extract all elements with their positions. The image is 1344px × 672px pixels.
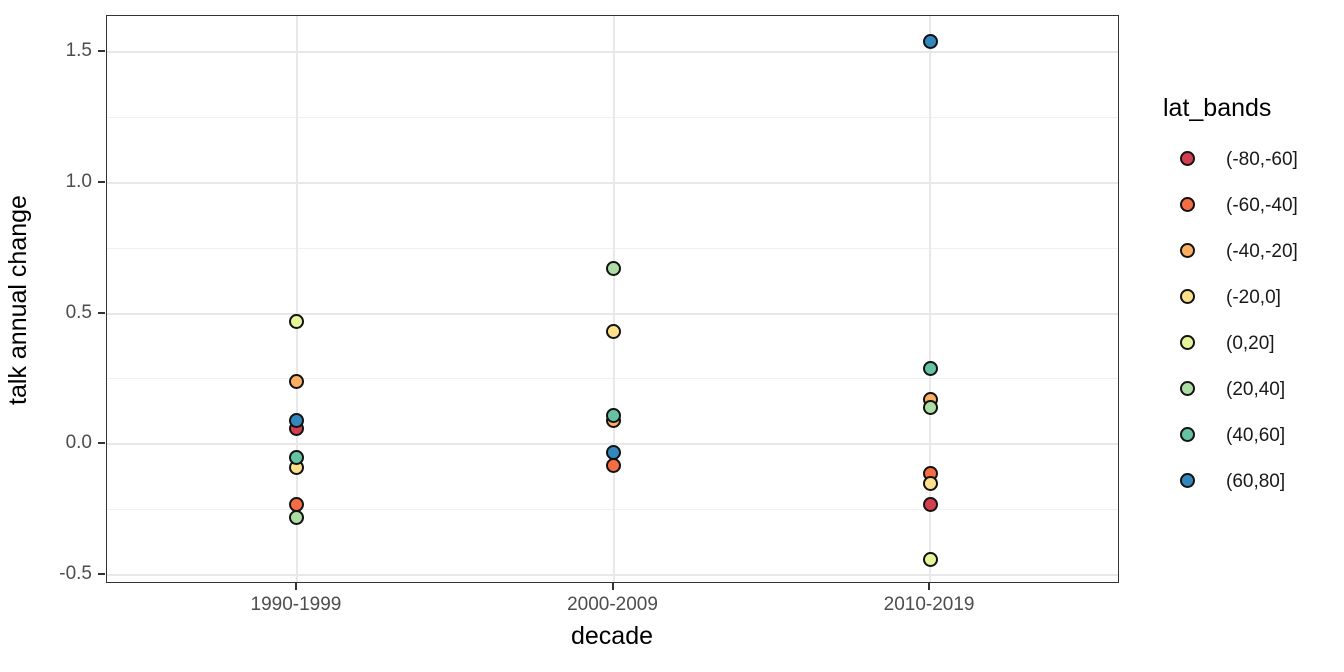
legend-key-circle [1180, 289, 1195, 304]
data-point [289, 374, 305, 390]
y-tick-mark [98, 442, 105, 445]
y-tick-mark [98, 49, 105, 52]
x-tick-label: 2010-2019 [883, 594, 975, 615]
y-tick-label: 0.5 [65, 301, 92, 323]
x-axis-title: decade [570, 622, 654, 650]
y-tick-label: -0.5 [59, 563, 92, 585]
legend-label: (20,40] [1226, 379, 1286, 400]
data-point [922, 476, 938, 492]
data-point [606, 408, 621, 424]
legend-key-circle [1180, 427, 1195, 442]
gridline-vertical [612, 16, 615, 582]
data-point [289, 449, 305, 465]
y-tick-label: 0.0 [65, 432, 92, 454]
legend-label: (-40,-20] [1226, 241, 1298, 262]
y-tick-mark [98, 573, 105, 576]
legend-key-circle [1180, 197, 1195, 212]
legend-key-circle [1180, 243, 1195, 258]
data-point [922, 360, 938, 376]
data-point [922, 33, 938, 49]
legend-label: (40,60] [1226, 425, 1286, 446]
data-point [606, 261, 621, 277]
x-tick-label: 2000-2009 [567, 594, 658, 615]
plot-panel [106, 15, 1119, 583]
data-point [289, 313, 305, 329]
legend-label: (-80,-60] [1226, 149, 1298, 170]
x-tick-mark [294, 583, 297, 590]
data-point [289, 413, 305, 429]
data-point [606, 324, 621, 340]
legend-title: lat_bands [1163, 94, 1272, 122]
y-axis-title: talk annual change [4, 195, 32, 405]
legend-key-circle [1180, 381, 1195, 396]
data-point [922, 497, 938, 513]
legend-label: (0,20] [1226, 333, 1275, 354]
data-point [922, 400, 938, 416]
x-tick-label: 1990-1999 [250, 594, 342, 615]
legend-key-circle [1180, 335, 1195, 350]
y-tick-mark [98, 311, 105, 314]
legend-label: (-20,0] [1226, 287, 1281, 308]
y-tick-label: 1.5 [65, 39, 92, 61]
legend-key-circle [1180, 473, 1195, 488]
data-point [606, 444, 621, 460]
y-tick-label: 1.0 [65, 170, 92, 192]
gridline-vertical [295, 16, 298, 582]
y-tick-mark [98, 180, 105, 183]
x-tick-mark [928, 583, 931, 590]
data-point [606, 457, 621, 473]
data-point [922, 552, 938, 568]
x-tick-mark [611, 583, 614, 590]
legend-label: (-60,-40] [1226, 195, 1298, 216]
legend-label: (60,80] [1226, 471, 1286, 492]
data-point [289, 510, 305, 526]
legend-key-circle [1180, 151, 1195, 166]
gridline-vertical [929, 16, 932, 582]
